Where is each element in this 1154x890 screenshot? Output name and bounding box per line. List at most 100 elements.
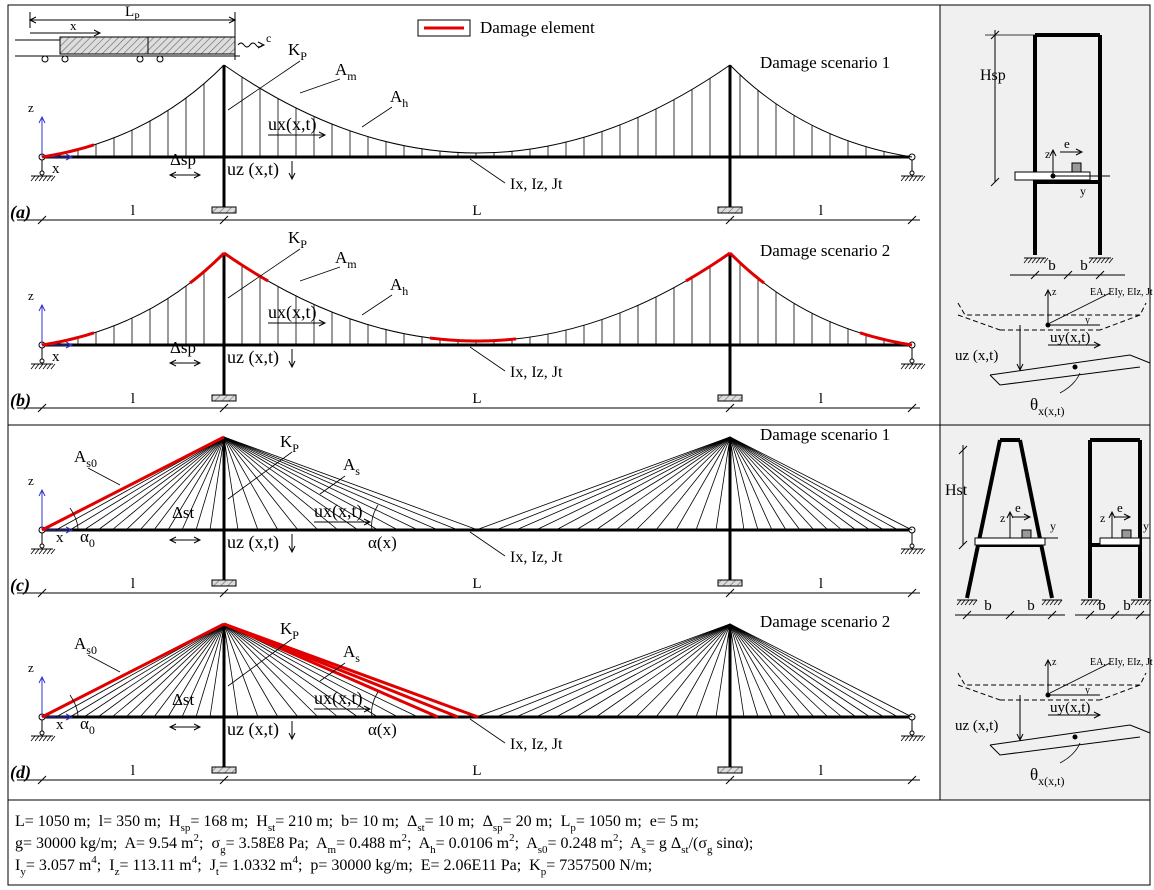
label: e [1015,500,1021,515]
text-part: A [74,447,87,466]
line [42,437,224,530]
text-part: ; I [97,857,115,874]
scenario-title: Damage scenario 2 [760,241,890,260]
text-part: = g Δ [646,835,681,852]
vehicle [60,37,148,54]
line [70,437,224,530]
support [40,731,44,735]
line [496,437,730,530]
line [556,624,730,717]
support [40,171,44,175]
line [905,364,909,369]
label: As [343,455,360,478]
text-part: K [280,432,293,451]
line [730,624,898,717]
line [31,176,35,181]
text-part: K [280,619,293,638]
foundation [718,767,742,773]
text-part: ; A [619,835,643,852]
deck-point [1072,163,1081,172]
text-part: = 3.057 m [26,857,92,874]
line [224,437,318,530]
line [901,736,905,741]
label: KP [288,40,307,63]
line [676,437,730,530]
text-part: ; σ [199,835,220,852]
line [43,176,47,181]
parameter-line: L= 1050 m; l= 350 m; Hsp= 168 m; Hst= 21… [15,813,699,834]
text-part: ; A [407,835,431,852]
line [88,655,120,672]
line [917,364,921,369]
text-part: s0 [86,643,97,657]
line [730,437,884,530]
text-part: s [355,464,360,478]
label: z [1045,147,1050,161]
text-part: ; J [197,857,216,874]
text-part: K [288,40,301,59]
text-part: L [125,4,134,20]
label: z [1052,657,1057,668]
line [921,736,925,741]
line [576,437,730,530]
support [40,359,44,363]
line [224,437,238,530]
label: z [28,100,34,115]
label: Ix, Iz, Jt [510,176,563,193]
label: b [1098,598,1106,614]
text-part: = 7357500 N/m; [546,857,652,874]
text-part: st [417,822,424,834]
parameter-line: Iy= 3.057 m4; Iz= 113.11 m4; Jt= 1.0332 … [15,854,652,878]
text-part: g= 30000 kg/m; A= 9.54 m [15,835,194,852]
label: α(x) [368,720,397,739]
text-part: 0 [89,536,95,550]
label: z [28,288,34,303]
label: l [131,203,135,219]
line [730,437,898,530]
line [909,549,913,554]
vehicle [148,37,235,54]
line [43,364,47,369]
deck-section [975,538,1045,545]
line [238,43,262,47]
label: x [56,717,64,733]
foundation [718,207,742,213]
label: l [819,203,823,219]
line [39,736,43,741]
line [676,624,730,717]
line [31,549,35,554]
text-part: = 210 m; b= 10 m; Δ [275,813,417,830]
line [470,159,505,183]
line [496,624,730,717]
main-cable [224,253,730,341]
line [596,624,730,717]
label: y [1143,519,1149,533]
panel-label: (a) [10,202,31,223]
label: KP [280,619,299,642]
support [910,359,914,363]
text-part: = 1050 m; e= 5 m; [576,813,699,830]
foundation [212,207,236,213]
line [470,347,505,371]
label: Δst [172,690,195,709]
text-part: = 1.0332 m [219,857,293,874]
support [910,544,914,548]
text-part: ; p= 30000 kg/m; E= 2.06E11 Pa; K [298,857,541,874]
label: ux(x,t) [268,114,317,135]
line [913,364,917,369]
line [210,624,224,717]
damaged-cable [860,333,912,345]
label: Ix, Iz, Jt [510,364,563,381]
deck-point [1122,530,1131,538]
main-cable [730,253,912,345]
damaged-cable [430,338,516,341]
line [31,736,35,741]
label: Ix, Iz, Jt [510,736,563,753]
line [35,364,39,369]
label: uz (x,t) [227,719,279,740]
line [730,437,814,530]
text-part: P [300,49,307,63]
line [913,736,917,741]
line [730,624,884,717]
wheel [62,56,68,62]
